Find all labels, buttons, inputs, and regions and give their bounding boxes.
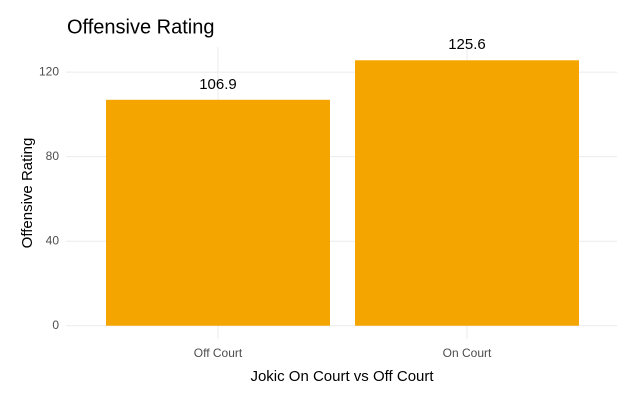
value-label: 125.6	[448, 36, 486, 53]
x-axis-title: Jokic On Court vs Off Court	[250, 368, 434, 385]
y-tick-label: 40	[46, 233, 60, 247]
y-tick-label: 0	[52, 318, 59, 332]
bar	[106, 99, 330, 326]
x-tick-label: On Court	[443, 346, 492, 360]
y-tick-label: 80	[46, 149, 60, 163]
y-axis-title: Offensive Rating	[19, 138, 36, 249]
value-label: 106.9	[199, 76, 237, 93]
bar	[355, 60, 579, 326]
y-tick-label: 120	[39, 64, 59, 78]
chart-title: Offensive Rating	[67, 16, 215, 38]
x-tick-label: Off Court	[194, 346, 243, 360]
